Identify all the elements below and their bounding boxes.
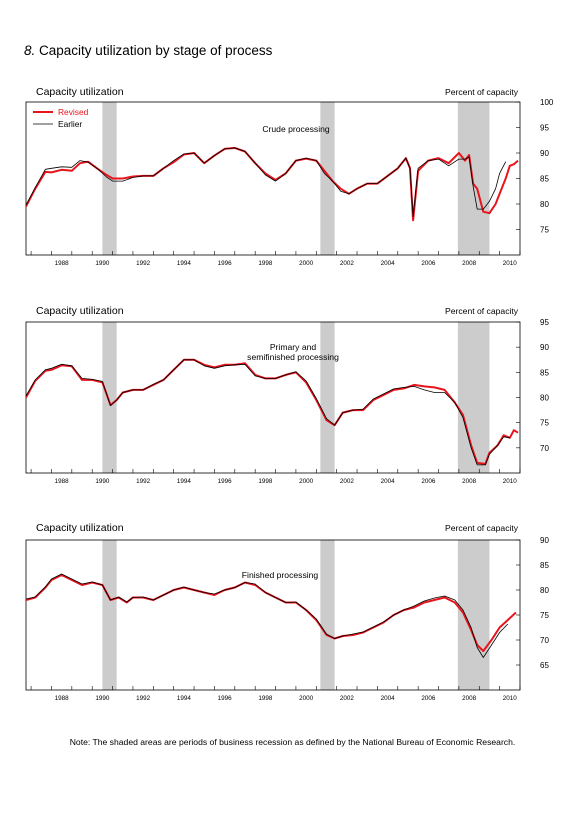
recession-band — [457, 540, 490, 690]
x-tick-label: 2010 — [503, 478, 518, 485]
recession-band — [320, 102, 335, 255]
y-tick-label: 95 — [540, 124, 549, 133]
x-tick-label: 2008 — [462, 478, 477, 485]
panel-title: Primary and — [270, 342, 317, 352]
x-tick-label: 2008 — [462, 260, 477, 267]
recession-band — [457, 102, 490, 255]
x-tick-label: 2004 — [381, 478, 396, 485]
x-tick-label: 1998 — [258, 260, 273, 267]
x-tick-label: 1990 — [95, 260, 110, 267]
y-axis-label: Capacity utilization — [36, 86, 124, 98]
y-tick-label: 80 — [540, 586, 549, 595]
x-tick-label: 1988 — [55, 478, 70, 485]
x-tick-label: 1998 — [258, 478, 273, 485]
y-tick-label: 65 — [540, 661, 549, 670]
legend-label-revised: Revised — [58, 107, 89, 117]
y-tick-label: 85 — [540, 368, 549, 377]
y-tick-label: 75 — [540, 611, 549, 620]
x-tick-label: 1990 — [95, 695, 110, 702]
y-tick-label: 90 — [540, 343, 549, 352]
x-tick-label: 1992 — [136, 695, 151, 702]
x-tick-label: 1992 — [136, 478, 151, 485]
x-tick-label: 2000 — [299, 478, 314, 485]
recession-band — [320, 540, 335, 690]
series-line-earlier — [25, 147, 507, 218]
figure-number: 8. — [24, 43, 36, 58]
x-tick-label: 2000 — [299, 695, 314, 702]
recession-band — [102, 322, 117, 473]
y-tick-label: 85 — [540, 175, 549, 184]
x-tick-label: 1988 — [55, 260, 70, 267]
recession-band — [102, 540, 117, 690]
x-tick-label: 1994 — [177, 260, 192, 267]
y-units-label: Percent of capacity — [445, 87, 519, 97]
series-line-revised — [25, 358, 519, 465]
x-tick-label: 2006 — [421, 478, 436, 485]
chart-panel-1: 1988 1990 1992 1994 1996 1998 2000 2002 2004 2006… — [25, 86, 554, 267]
y-tick-label: 80 — [540, 394, 549, 403]
y-units-label: Percent of capacity — [445, 306, 519, 316]
x-tick-label: 1988 — [55, 695, 70, 702]
y-tick-label: 100 — [540, 98, 554, 107]
y-tick-label: 75 — [540, 419, 549, 428]
x-tick-label: 2000 — [299, 260, 314, 267]
legend: Revised Earlier — [33, 107, 89, 129]
y-tick-label: 90 — [540, 536, 549, 545]
legend-label-earlier: Earlier — [58, 119, 82, 129]
series-line-revised — [25, 146, 519, 222]
chart-panel-2: 1988 1990 1992 1994 1996 1998 2000 2002 2004 2006… — [25, 305, 549, 485]
plot-frame — [25, 539, 521, 691]
x-tick-label: 1994 — [177, 478, 192, 485]
x-tick-label: 1990 — [95, 478, 110, 485]
recession-band — [320, 322, 335, 473]
series-line-earlier — [25, 359, 510, 466]
y-tick-label: 75 — [540, 226, 549, 235]
x-tick-label: 1996 — [218, 695, 233, 702]
chart-panel-3: 1988 1990 1992 1994 1996 1998 2000 2002 2004 2006… — [25, 522, 549, 702]
y-tick-label: 70 — [540, 444, 549, 453]
y-axis-label: Capacity utilization — [36, 305, 124, 317]
x-tick-label: 1994 — [177, 695, 192, 702]
y-tick-label: 95 — [540, 318, 549, 327]
series-line-earlier — [25, 573, 509, 658]
figure-title-text: Capacity utilization by stage of process — [39, 43, 273, 58]
recession-band — [457, 322, 490, 473]
x-tick-label: 2002 — [340, 478, 355, 485]
x-tick-label: 2010 — [503, 695, 518, 702]
x-tick-label: 2010 — [503, 260, 518, 267]
x-tick-label: 1998 — [258, 695, 273, 702]
y-units-label: Percent of capacity — [445, 523, 519, 533]
x-tick-label: 1992 — [136, 260, 151, 267]
panel-title: Crude processing — [262, 124, 330, 134]
x-tick-label: 2008 — [462, 695, 477, 702]
y-tick-label: 80 — [540, 200, 549, 209]
panel-title: Finished processing — [242, 570, 319, 580]
figure-note: Note: The shaded areas are periods of bu… — [69, 737, 516, 747]
figure-title: 8. Capacity utilization by stage of proc… — [24, 43, 272, 58]
x-tick-label: 2002 — [340, 260, 355, 267]
x-tick-label: 2004 — [381, 695, 396, 702]
x-tick-label: 2006 — [421, 260, 436, 267]
y-tick-label: 85 — [540, 561, 549, 570]
x-tick-label: 2002 — [340, 695, 355, 702]
x-tick-label: 1996 — [218, 260, 233, 267]
y-axis-label: Capacity utilization — [36, 522, 124, 534]
x-tick-label: 1996 — [218, 478, 233, 485]
x-tick-label: 2006 — [421, 695, 436, 702]
series-line-revised — [25, 574, 517, 652]
panel-title: semifinished processing — [247, 352, 339, 362]
y-tick-label: 70 — [540, 636, 549, 645]
x-tick-label: 2004 — [381, 260, 396, 267]
recession-band — [102, 102, 117, 255]
y-tick-label: 90 — [540, 149, 549, 158]
